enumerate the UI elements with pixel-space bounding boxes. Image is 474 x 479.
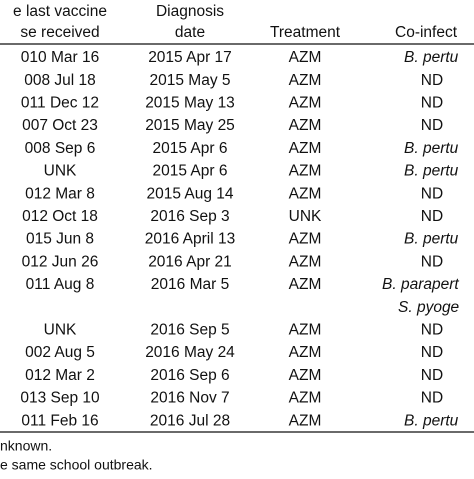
table-cell: 2015 Aug 14	[146, 185, 233, 202]
table-cell: 011 Aug 8	[26, 276, 95, 293]
table-cell: AZM	[289, 185, 322, 202]
table-cell: 2016 Sep 6	[150, 367, 229, 384]
table-cell: ND	[421, 72, 443, 89]
table-cell: 012 Oct 18	[22, 208, 98, 225]
table-cell: 2015 May 25	[145, 117, 235, 134]
table-cell: ND	[421, 321, 443, 338]
header-cell: Co-infect	[395, 24, 458, 41]
table-cell: ND	[421, 117, 443, 134]
header-cell: e last vaccine	[13, 3, 107, 20]
header-cell: Diagnosis	[156, 3, 224, 20]
table-cell: 007 Oct 23	[22, 117, 98, 134]
table-cell: 008 Jul 18	[24, 72, 96, 89]
table-cell: AZM	[289, 72, 322, 89]
footnote: e same school outbreak.	[0, 457, 153, 473]
table-cell: ND	[421, 208, 443, 225]
table-cell: 2015 May 5	[150, 72, 231, 89]
table-cell: AZM	[289, 49, 322, 66]
table-cell: AZM	[289, 253, 322, 270]
table-cell: 015 Jun 8	[26, 231, 94, 248]
table-cell: 011 Dec 12	[21, 94, 99, 111]
header-cell: date	[175, 24, 205, 41]
table-cell: AZM	[289, 344, 322, 361]
table-cell: 2016 April 13	[145, 231, 236, 248]
table-cell: B. parapert	[382, 276, 459, 293]
table-cell: AZM	[289, 117, 322, 134]
table-cell: AZM	[289, 367, 322, 384]
table-cell: AZM	[289, 390, 322, 407]
table-cell: ND	[421, 185, 443, 202]
table-cell: 013 Sep 10	[20, 390, 100, 407]
table-cell: 002 Aug 5	[25, 344, 95, 361]
table-cell: 2016 Mar 5	[151, 276, 229, 293]
table-cell: UNK	[289, 208, 322, 225]
table-cell: 2016 Sep 3	[150, 208, 229, 225]
table-cell: 2015 Apr 17	[148, 49, 232, 66]
table-cell: 2015 May 13	[145, 94, 235, 111]
table-cell: ND	[421, 253, 443, 270]
table-cell: 2016 Jul 28	[150, 412, 230, 429]
table-cell: ND	[421, 390, 443, 407]
table-cell: S. pyoge	[398, 299, 460, 316]
table-cell: ND	[421, 344, 443, 361]
table-cell: AZM	[289, 94, 322, 111]
header-cell: Treatment	[270, 24, 341, 41]
table-cell: B. pertu	[404, 163, 459, 180]
table-cell: UNK	[44, 321, 77, 338]
table-cell: B. pertu	[404, 140, 459, 157]
table-cell: AZM	[289, 321, 322, 338]
table-cell: B. pertu	[404, 49, 459, 66]
table-cell: AZM	[289, 412, 322, 429]
table-cell: 008 Sep 6	[25, 140, 96, 157]
table-cell: AZM	[289, 231, 322, 248]
table-cell: 2015 Apr 6	[153, 140, 228, 157]
table-cell: ND	[421, 367, 443, 384]
table-cell: B. pertu	[404, 231, 459, 248]
table-cell: 012 Mar 2	[25, 367, 95, 384]
table-cell: 2016 May 24	[145, 344, 235, 361]
table-cell: 010 Mar 16	[21, 49, 99, 66]
table-cell: 2015 Apr 6	[153, 163, 228, 180]
table-cell: 2016 Sep 5	[150, 321, 229, 338]
table-cell: UNK	[44, 163, 77, 180]
table-cell: B. pertu	[404, 412, 459, 429]
header-cell: se received	[20, 24, 99, 41]
table-cell: AZM	[289, 276, 322, 293]
table-cell: 2016 Nov 7	[150, 390, 229, 407]
table-cell: 2016 Apr 21	[148, 253, 232, 270]
table-cell: ND	[421, 94, 443, 111]
table-cell: AZM	[289, 163, 322, 180]
table-cell: AZM	[289, 140, 322, 157]
footnote: nknown.	[0, 438, 52, 454]
table-cell: 012 Jun 26	[22, 253, 99, 270]
table-cell: 012 Mar 8	[25, 185, 95, 202]
table-cell: 011 Feb 16	[21, 412, 98, 429]
